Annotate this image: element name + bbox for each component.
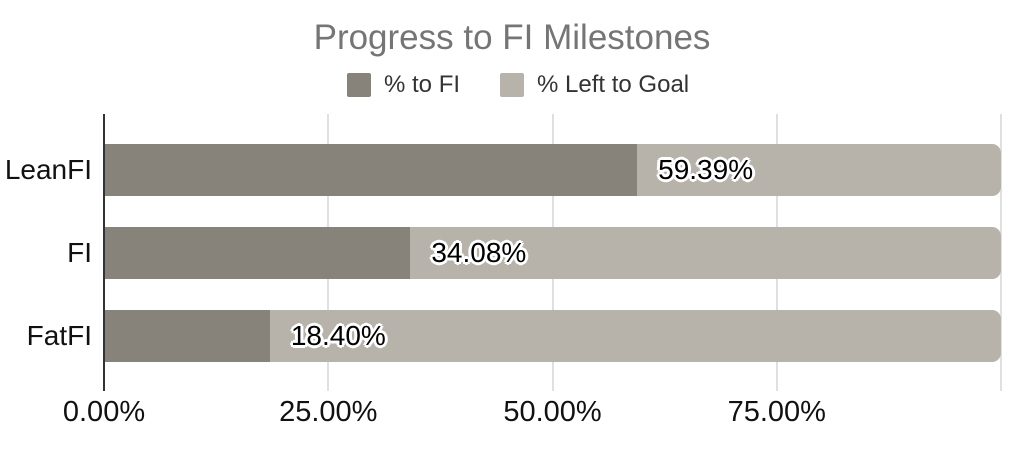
legend-swatch-to-fi [347, 73, 371, 97]
data-label-leanfi: 59.39% [658, 154, 754, 185]
category-label-fatfi: FatFI [26, 320, 92, 351]
y-axis-line [103, 114, 105, 391]
category-label-leanfi: LeanFI [4, 154, 92, 185]
legend: % to FI % Left to Goal [347, 71, 689, 99]
x-axis-label-75.00%: 75.00% [727, 396, 826, 428]
bar-leanfi [105, 144, 1001, 196]
category-label-fi: FI [67, 237, 92, 268]
bar-segment-to-fi-leanfi [105, 144, 638, 196]
data-label-fatfi: 18.40% [290, 320, 386, 351]
gridline-100 [1000, 114, 1002, 391]
x-axis-label-25.00%: 25.00% [279, 396, 378, 428]
x-axis-label-50.00%: 50.00% [503, 396, 602, 428]
bar-segment-to-fi-fatfi [105, 310, 270, 362]
legend-label-to-fi: % to FI [384, 71, 461, 98]
chart-title: Progress to FI Milestones [313, 18, 711, 57]
bar-segment-to-fi-fi [105, 227, 411, 279]
legend-item-left-to-goal: % Left to Goal [500, 71, 689, 99]
x-axis-label-0.00%: 0.00% [62, 396, 146, 428]
data-label-fi: 34.08% [431, 237, 527, 268]
bar-fi [105, 227, 1001, 279]
bar-fatfi [105, 310, 1001, 362]
legend-swatch-left-to-goal [500, 73, 525, 97]
legend-item-to-fi: % to FI [347, 71, 460, 99]
legend-label-left-to-goal: % Left to Goal [537, 71, 690, 98]
